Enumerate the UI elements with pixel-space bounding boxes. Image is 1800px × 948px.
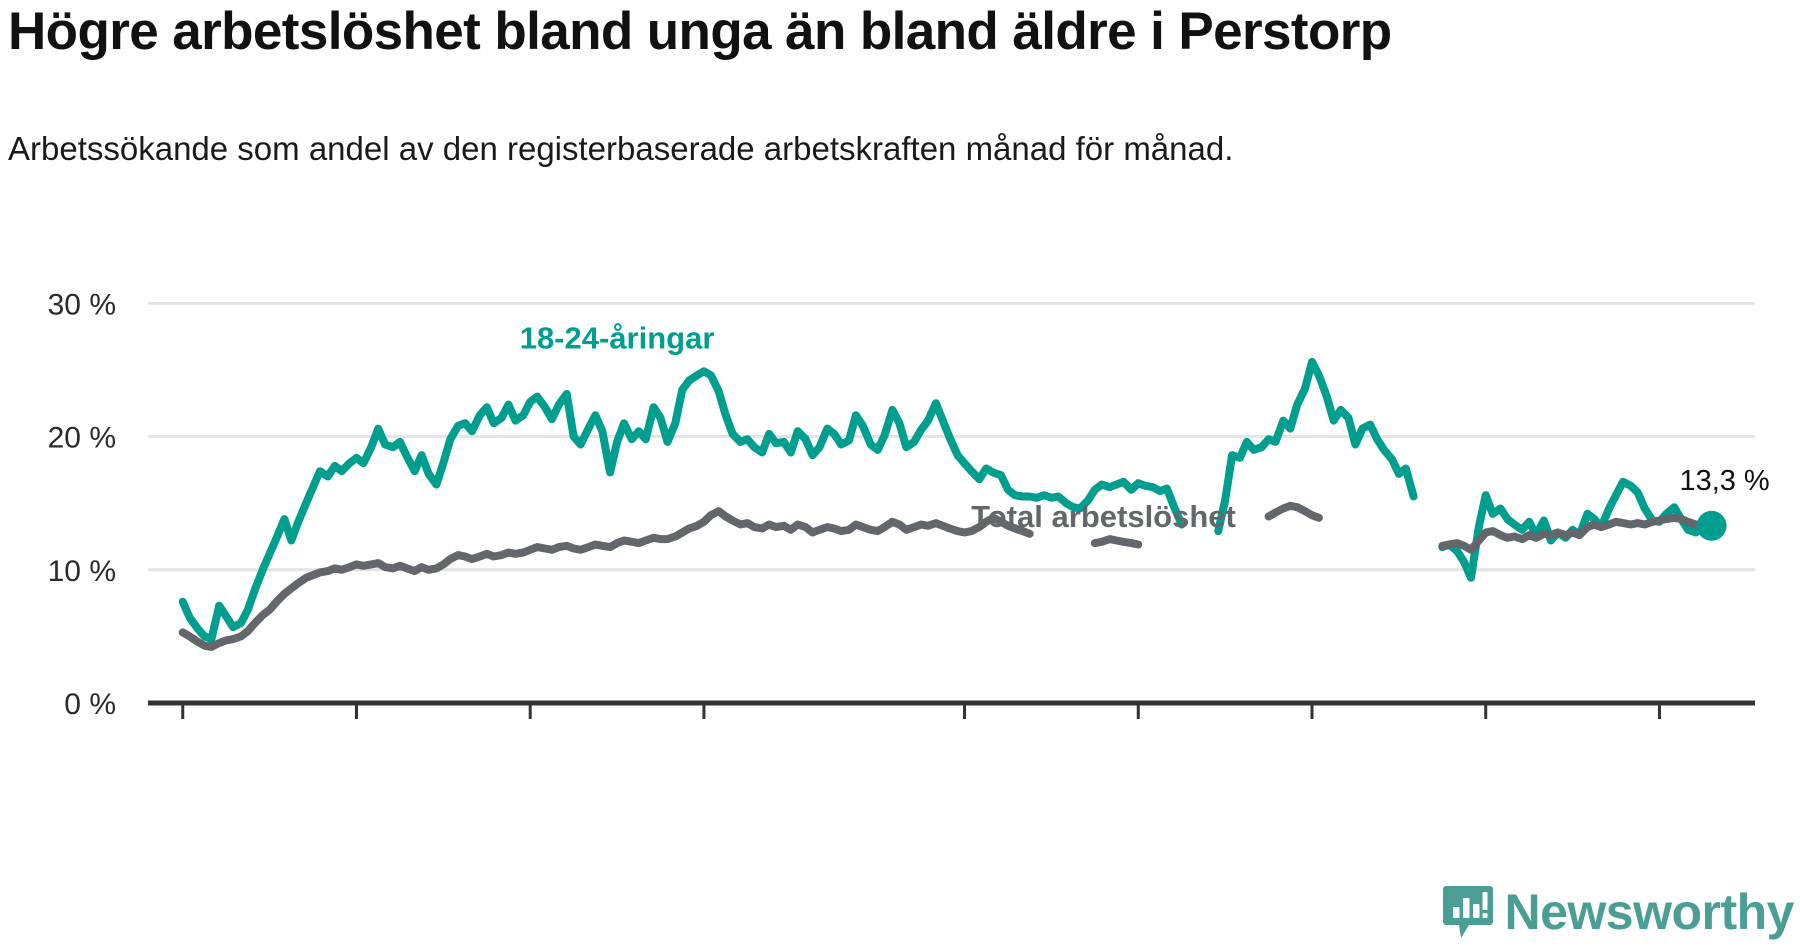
series-line	[178, 507, 1034, 651]
series-line	[1214, 357, 1418, 536]
last-value-label: 13,3 %	[1679, 465, 1769, 497]
line-chart-svg: 0 %10 %20 %30 % 200820102012201420172019…	[48, 288, 1770, 720]
series-annotations-group: 18-24-åringar Total arbetslöshet 13,3 %	[520, 321, 1770, 535]
x-axis-group	[148, 700, 1755, 719]
newsworthy-logo[interactable]: Newsworthy	[1442, 884, 1794, 940]
series-endpoint-dot	[1696, 510, 1727, 541]
youth-series-label: 18-24-åringar	[520, 321, 715, 356]
y-axis-tick-label: 0 %	[64, 688, 116, 720]
chart-subtitle: Arbetssökande som andel av den registerb…	[8, 130, 1234, 167]
series-line	[1264, 501, 1323, 522]
logo-wordmark: Newsworthy	[1504, 884, 1794, 940]
series-line	[178, 367, 1186, 644]
page-title: Högre arbetslöshet bland unga än bland ä…	[8, 2, 1392, 61]
series-line	[1438, 477, 1716, 582]
y-axis-tick-label: 10 %	[48, 555, 116, 588]
y-axis-labels-group: 0 % 10 % 20 % 30 %	[48, 288, 116, 720]
y-axis-tick-label: 30 %	[48, 288, 116, 321]
chart-plot-area: 0 %10 %20 %30 % 200820102012201420172019…	[0, 250, 1800, 720]
y-axis-tick-label: 20 %	[48, 422, 116, 455]
bar-chart-speech-bubble-icon	[1443, 886, 1494, 938]
series-lines-group	[178, 357, 1716, 651]
last-data-point-marker	[1696, 510, 1727, 541]
series-line	[1090, 535, 1143, 549]
series-line	[1438, 513, 1716, 554]
total-series-label: Total arbetslöshet	[971, 499, 1236, 534]
